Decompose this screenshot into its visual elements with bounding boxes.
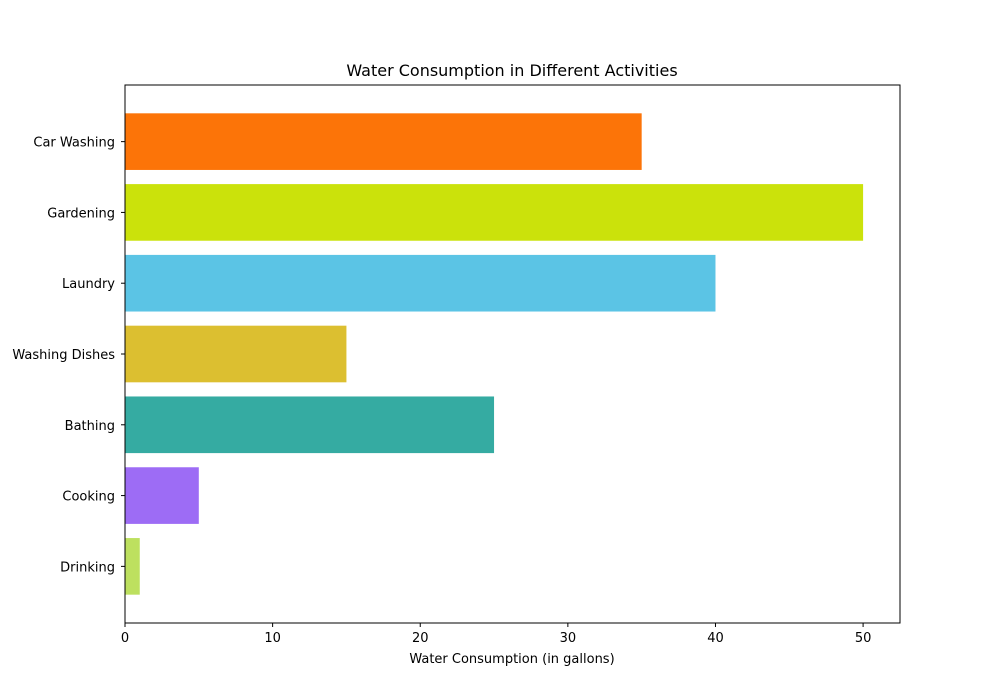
x-tick-label: 40	[707, 631, 724, 646]
bar-gardening	[125, 184, 864, 241]
bar-car-washing	[125, 113, 642, 170]
y-tick-label: Laundry	[62, 277, 115, 292]
bar-washing-dishes	[125, 325, 347, 383]
bar-bathing	[125, 396, 495, 454]
bars-group	[125, 113, 864, 595]
x-tick-label: 0	[121, 631, 129, 646]
y-tick-label: Car Washing	[33, 136, 115, 151]
y-tick-label: Gardening	[47, 206, 115, 221]
x-tick-label: 50	[855, 631, 872, 646]
y-tick-label: Cooking	[62, 490, 115, 505]
x-axis: 0 10 20 30 40 50	[121, 623, 872, 646]
chart-title: Water Consumption in Different Activitie…	[346, 61, 677, 80]
x-tick-label: 10	[264, 631, 281, 646]
x-axis-label: Water Consumption (in gallons)	[409, 652, 614, 667]
bar-drinking	[125, 538, 140, 595]
bar-cooking	[125, 467, 199, 524]
y-tick-label: Washing Dishes	[12, 348, 115, 363]
y-tick-label: Bathing	[65, 419, 115, 434]
bar-laundry	[125, 254, 716, 312]
x-tick-label: 30	[560, 631, 577, 646]
y-tick-label: Drinking	[60, 560, 115, 575]
y-axis: Drinking Cooking Bathing Washing Dishes Laun…	[12, 136, 125, 575]
x-tick-label: 20	[412, 631, 429, 646]
